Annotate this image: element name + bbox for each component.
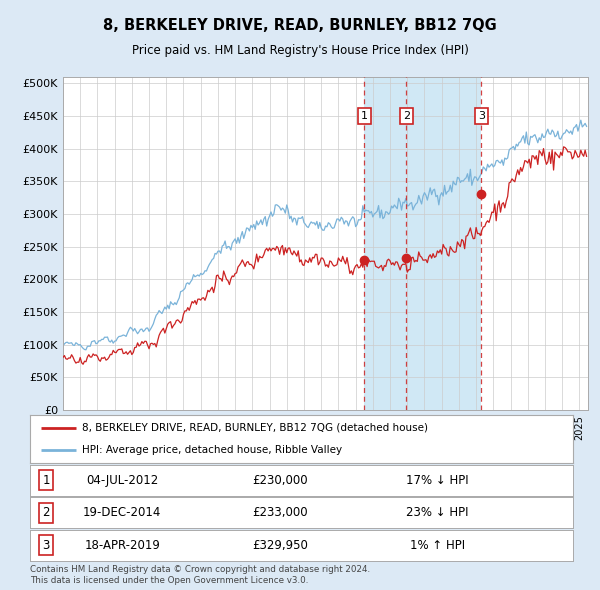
Text: HPI: Average price, detached house, Ribble Valley: HPI: Average price, detached house, Ribb… bbox=[82, 445, 342, 455]
Text: 1: 1 bbox=[43, 474, 50, 487]
Text: £233,000: £233,000 bbox=[252, 506, 308, 519]
Text: 23% ↓ HPI: 23% ↓ HPI bbox=[406, 506, 469, 519]
Text: £230,000: £230,000 bbox=[252, 474, 308, 487]
Text: 3: 3 bbox=[478, 111, 485, 121]
Text: Price paid vs. HM Land Registry's House Price Index (HPI): Price paid vs. HM Land Registry's House … bbox=[131, 44, 469, 57]
Text: 04-JUL-2012: 04-JUL-2012 bbox=[86, 474, 158, 487]
Text: Contains HM Land Registry data © Crown copyright and database right 2024.
This d: Contains HM Land Registry data © Crown c… bbox=[30, 565, 370, 585]
Bar bbox=[364, 77, 481, 410]
Text: 8, BERKELEY DRIVE, READ, BURNLEY, BB12 7QG: 8, BERKELEY DRIVE, READ, BURNLEY, BB12 7… bbox=[103, 18, 497, 32]
Text: 17% ↓ HPI: 17% ↓ HPI bbox=[406, 474, 469, 487]
Text: £329,950: £329,950 bbox=[252, 539, 308, 552]
Text: 2: 2 bbox=[403, 111, 410, 121]
Text: 3: 3 bbox=[43, 539, 50, 552]
Text: 1% ↑ HPI: 1% ↑ HPI bbox=[410, 539, 465, 552]
Text: 19-DEC-2014: 19-DEC-2014 bbox=[83, 506, 161, 519]
Text: 1: 1 bbox=[361, 111, 368, 121]
Text: 2: 2 bbox=[43, 506, 50, 519]
Text: 8, BERKELEY DRIVE, READ, BURNLEY, BB12 7QG (detached house): 8, BERKELEY DRIVE, READ, BURNLEY, BB12 7… bbox=[82, 423, 428, 433]
Text: 18-APR-2019: 18-APR-2019 bbox=[85, 539, 160, 552]
